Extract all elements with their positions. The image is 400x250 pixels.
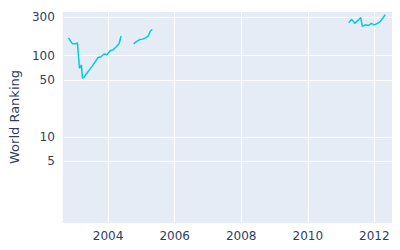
svg-text:10: 10 [40,130,55,144]
svg-text:50: 50 [40,73,55,87]
svg-text:100: 100 [32,49,55,63]
svg-text:2012: 2012 [359,229,390,243]
svg-text:5: 5 [47,154,55,168]
svg-text:2006: 2006 [159,229,190,243]
svg-text:2008: 2008 [226,229,257,243]
svg-text:2010: 2010 [293,229,324,243]
svg-text:World Ranking: World Ranking [7,70,22,164]
svg-text:2004: 2004 [93,229,124,243]
svg-text:300: 300 [32,10,55,24]
